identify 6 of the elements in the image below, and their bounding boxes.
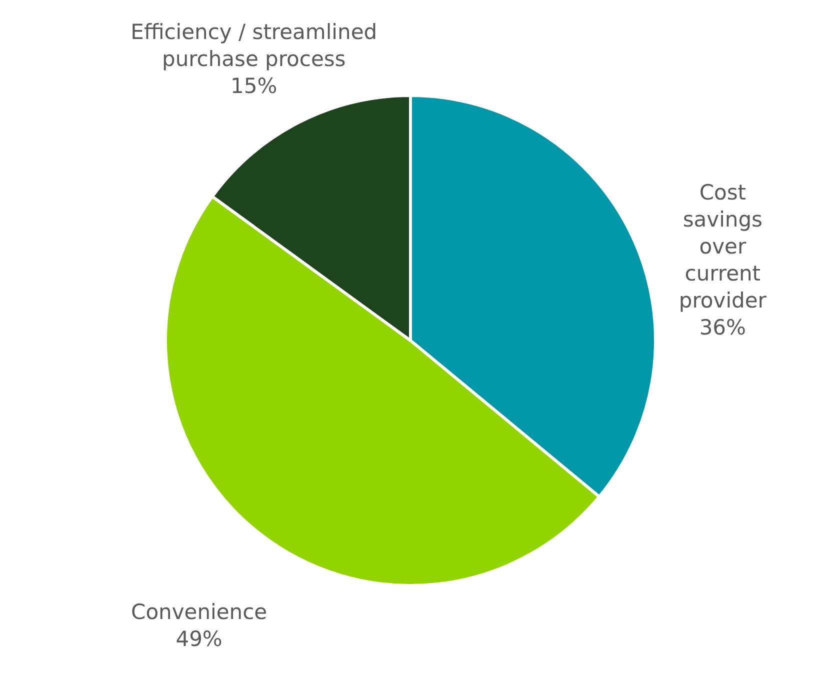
data-label: 49% bbox=[176, 627, 222, 652]
slice-label: Cost savings over current provider bbox=[678, 180, 767, 313]
data-label: 36% bbox=[699, 316, 746, 340]
slice-label: Convenience bbox=[131, 600, 268, 624]
data-label: 15% bbox=[230, 74, 278, 98]
slice-label: Efficiency / streamlined purchase process bbox=[130, 20, 378, 72]
